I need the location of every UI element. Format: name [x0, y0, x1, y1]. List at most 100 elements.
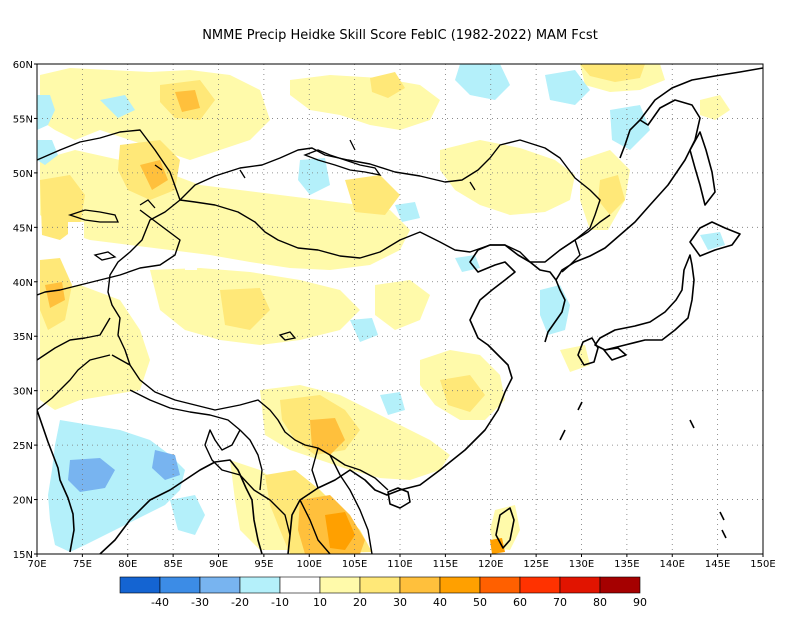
x-tick-label: 100E: [297, 559, 322, 570]
y-tick-label: 60N: [13, 60, 33, 71]
fill-patch-light-blue: [610, 105, 650, 150]
fill-patch-orange: [45, 282, 65, 308]
colorbar-label: 80: [593, 596, 607, 609]
colorbar-swatch: [359, 576, 401, 594]
colorbar-swatch: [599, 576, 641, 594]
sakhalin-island: [689, 131, 716, 206]
fill-patch-orange: [140, 160, 168, 190]
fill-patch-dark-orange: [325, 512, 355, 550]
colorbar-label: -40: [151, 596, 169, 609]
x-tick-label: 140E: [660, 559, 685, 570]
fill-patch-pale-yellow: [40, 68, 270, 160]
x-tick-label: 95E: [254, 559, 273, 570]
y-tick-label: 55N: [13, 114, 33, 125]
y-tick-label: 35N: [13, 332, 33, 343]
coastline-layer: [37, 67, 763, 554]
fill-patch-pale-yellow: [375, 280, 430, 330]
y-tick-label: 15N: [13, 550, 33, 561]
y-tick-label: 45N: [13, 223, 33, 234]
taiwan-island: [495, 507, 515, 549]
colorbar-label: 20: [353, 596, 367, 609]
fill-patch-light-blue: [170, 495, 205, 535]
colorbar-swatch: [279, 576, 321, 594]
colorbar-label: 10: [313, 596, 327, 609]
fill-patch-light-blue: [37, 140, 58, 165]
lake-small: [154, 139, 476, 191]
lakes-layer: [67, 139, 476, 341]
fill-patch-light-blue: [455, 64, 510, 100]
philippines-islands: [559, 401, 695, 441]
y-tick-label: 30N: [13, 387, 33, 398]
lake-zaysan: [139, 199, 156, 209]
honshu-island: [594, 254, 695, 351]
x-tick-label: 110E: [387, 559, 412, 570]
x-tick-label: 145E: [705, 559, 730, 570]
colorbar-label: 50: [473, 596, 487, 609]
lake-baikal: [303, 149, 382, 176]
fill-patch-light-blue: [350, 318, 378, 342]
x-tick-label: 70E: [27, 559, 46, 570]
fill-patch-light-blue: [540, 285, 570, 335]
mainland-coastline: [37, 244, 566, 554]
colorbar-label: 70: [553, 596, 567, 609]
colorbar-swatch: [159, 576, 201, 594]
colorbar-swatch: [199, 576, 241, 594]
colorbar-label: 40: [433, 596, 447, 609]
x-tick-label: 90E: [209, 559, 228, 570]
colorbar-swatch: [399, 576, 441, 594]
axis-tick-labels: 70E 75E 80E 85E 90E 95E 100E 105E 110E 115E 120E 12…: [13, 60, 776, 570]
skill-score-fill-layer: [37, 64, 730, 554]
pacific-islands: [719, 511, 727, 539]
colorbar-label: -30: [191, 596, 209, 609]
x-tick-label: 105E: [342, 559, 367, 570]
hokkaido-island: [689, 221, 741, 257]
colorbar-swatch: [479, 576, 521, 594]
kyushu-island: [577, 337, 599, 366]
fill-patch-yellow: [440, 375, 485, 412]
fill-patch-yellow: [370, 72, 405, 98]
fill-patch-pale-yellow: [290, 75, 440, 130]
colorbar-label: 60: [513, 596, 527, 609]
lake-balkhash: [67, 209, 119, 223]
fill-patch-light-blue: [700, 232, 725, 250]
x-tick-label: 85E: [164, 559, 183, 570]
colorbar-label: 90: [633, 596, 647, 609]
mongolia-border: [179, 139, 601, 263]
fill-patch-pale-yellow: [700, 95, 730, 120]
myanmar-border: [204, 429, 291, 536]
fill-patch-light-blue: [100, 95, 135, 118]
korea-border: [529, 239, 581, 273]
country-borders-layer: [37, 129, 611, 554]
colorbar-swatch: [559, 576, 601, 594]
fill-patch-yellow: [580, 64, 645, 82]
nepal-border: [129, 389, 263, 491]
fill-patch-pale-yellow: [40, 285, 150, 410]
fill-patch-light-blue: [48, 420, 185, 552]
fill-patch-light-blue: [298, 158, 330, 195]
no-skill-spot: [68, 222, 84, 240]
colorbar-swatch: [319, 576, 361, 594]
fill-patch-pale-yellow: [440, 140, 575, 215]
y-tick-label: 40N: [13, 278, 33, 289]
okhotsk-coastline: [639, 67, 763, 121]
colorbar-swatch: [119, 576, 161, 594]
x-tick-label: 135E: [614, 559, 639, 570]
map-title: NMME Precip Heidke Skill Score FebIC (19…: [202, 28, 598, 43]
colorbar-swatch: [239, 576, 281, 594]
fill-patch-yellow: [220, 288, 270, 330]
colorbar-swatch: [439, 576, 481, 594]
fill-patch-yellow: [345, 175, 400, 215]
fill-patch-light-blue: [545, 70, 590, 105]
china-korea-border: [574, 214, 611, 241]
x-tick-label: 75E: [73, 559, 92, 570]
hainan-island: [387, 487, 411, 509]
fill-patch-light-blue: [37, 95, 55, 130]
fill-patch-yellow: [598, 175, 625, 215]
no-skill-spot: [185, 260, 197, 270]
lake-issyk-kul: [93, 251, 117, 261]
x-tick-label: 80E: [118, 559, 137, 570]
colorbar-label: -20: [231, 596, 249, 609]
fill-patch-pale-yellow: [560, 345, 590, 372]
y-tick-label: 50N: [13, 169, 33, 180]
kazakhstan-border: [37, 129, 181, 296]
